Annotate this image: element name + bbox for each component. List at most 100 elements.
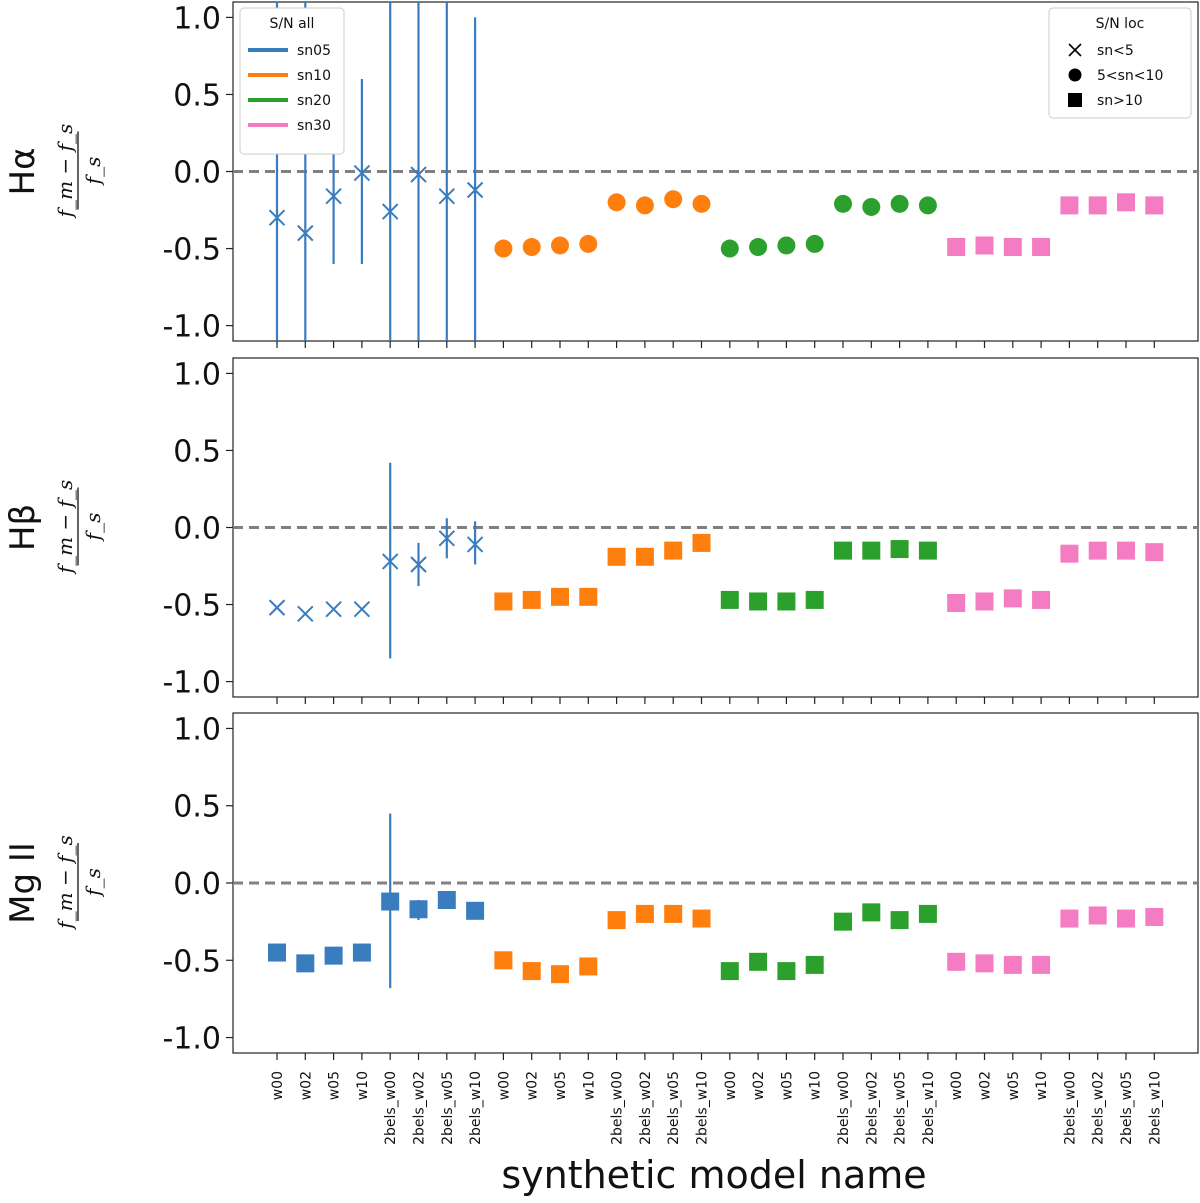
x-tick-label: 2bels_w05: [1119, 1071, 1135, 1145]
x-marker-stroke: [410, 556, 427, 573]
legend-marker-x: [1068, 43, 1082, 57]
data-point: [551, 587, 569, 606]
data-point: [1003, 589, 1022, 608]
data-point: [862, 197, 881, 216]
data-point: [975, 954, 994, 973]
data-point: [890, 540, 909, 559]
y-tick-label: 0.5: [173, 78, 221, 113]
legend-label: sn<5: [1097, 43, 1134, 59]
x-tick-label: w10: [581, 1071, 597, 1100]
data-point: [268, 943, 286, 962]
legend-label: sn05: [297, 43, 331, 59]
x-tick-label: w00: [496, 1071, 512, 1100]
data-point: [664, 541, 683, 560]
data-point: [353, 164, 371, 182]
data-point: [975, 592, 994, 611]
data-point: [579, 587, 598, 606]
data-point: [947, 238, 966, 257]
x-marker-stroke: [268, 599, 286, 616]
data-point: [805, 590, 824, 609]
x-marker-stroke: [381, 553, 399, 570]
data-point: [692, 194, 711, 213]
panel-2: 1.0 0.5 0.0 -0.5 -1.0 Hβ f_m − f_s f_s: [3, 357, 1199, 704]
data-point: [1060, 909, 1079, 928]
panel-ylabel-name: Hα: [3, 148, 43, 196]
data-point: [466, 901, 485, 920]
data-point: [664, 190, 683, 209]
panel-1: 1.0 0.5 0.0 -0.5 -1.0 Hα f_m − f_s f_s S/N all sn…: [3, 1, 1199, 348]
data-point: [381, 892, 400, 911]
y-tick-label: 0.0: [173, 156, 221, 191]
y-tick-label: -1.0: [162, 666, 221, 701]
data-point: [720, 590, 739, 609]
x-tick-label: 2bels_w02: [638, 1071, 654, 1145]
data-point: [352, 943, 371, 962]
x-tick-label: 2bels_w02: [864, 1071, 880, 1145]
data-point: [1088, 906, 1107, 925]
data-point: [409, 900, 428, 919]
data-point: [494, 592, 513, 611]
x-marker-stroke: [438, 187, 456, 205]
data-point: [297, 224, 314, 242]
data-point: [692, 909, 711, 928]
data-point: [777, 592, 796, 611]
data-point: [438, 530, 456, 547]
data-point: [437, 891, 456, 909]
data-point: [1003, 238, 1022, 257]
data-point: [1032, 590, 1051, 609]
x-tick-label: 2bels_w05: [666, 1071, 682, 1145]
x-marker-stroke: [325, 187, 342, 205]
panel-3: 1.0 0.5 0.0 -0.5 -1.0 Mg II f_m − f_s f_s: [3, 712, 1199, 1060]
x-tick-label: w02: [751, 1071, 767, 1100]
data-point: [805, 955, 824, 974]
x-axis-label: synthetic model name: [501, 1153, 926, 1197]
data-point: [522, 238, 541, 257]
data-point: [890, 194, 909, 213]
x-tick-label: 2bels_w10: [468, 1071, 484, 1145]
data-point: [410, 556, 427, 573]
data-point: [522, 962, 541, 981]
x-marker-stroke: [353, 600, 371, 618]
ylabel-denominator: f_s: [81, 868, 105, 898]
x-tick-label: w00: [270, 1071, 286, 1100]
y-tick-label: -0.5: [162, 233, 221, 268]
data-point: [466, 181, 484, 199]
x-marker-stroke: [438, 530, 456, 547]
data-point: [862, 903, 881, 922]
x-tick-label: 2bels_w00: [610, 1071, 626, 1145]
data-point: [607, 193, 626, 212]
data-point: [1060, 544, 1079, 563]
x-tick-label: 2bels_w05: [893, 1071, 909, 1145]
x-tick-label: 2bels_w05: [440, 1071, 456, 1145]
ylabel-numerator: f_m − f_s: [53, 835, 77, 931]
legend-marker-circle: [1068, 68, 1082, 82]
data-point: [410, 166, 427, 183]
legend-frame: [1048, 7, 1192, 119]
data-point: [918, 196, 937, 215]
y-tick-label: 1.0: [173, 357, 221, 392]
y-tick-label: 1.0: [173, 1, 221, 36]
data-point: [1003, 955, 1022, 974]
ylabel-denominator: f_s: [81, 157, 105, 187]
data-point: [268, 599, 286, 616]
ylabel-numerator: f_m − f_s: [53, 124, 77, 220]
x-tick-label: w02: [298, 1071, 314, 1100]
y-tick-label: 0.5: [173, 434, 221, 469]
x-tick-label: 2bels_w00: [836, 1071, 852, 1145]
legend-label: sn>10: [1097, 93, 1143, 109]
legend-label: sn30: [297, 118, 331, 134]
legend-label: 5<sn<10: [1097, 68, 1163, 84]
panel-ylabel-name: Mg II: [3, 842, 43, 924]
data-point: [635, 196, 654, 215]
data-point: [551, 236, 569, 255]
legend-label: sn20: [297, 93, 331, 109]
data-point: [607, 911, 626, 930]
x-tick-label: 2bels_w00: [383, 1071, 399, 1145]
x-tick-label: w02: [525, 1071, 541, 1100]
data-point: [692, 533, 711, 552]
x-tick-label: w00: [949, 1071, 965, 1100]
data-point: [635, 547, 654, 566]
x-tick-label: 2bels_w00: [1062, 1071, 1078, 1145]
x-marker-stroke: [466, 536, 484, 553]
